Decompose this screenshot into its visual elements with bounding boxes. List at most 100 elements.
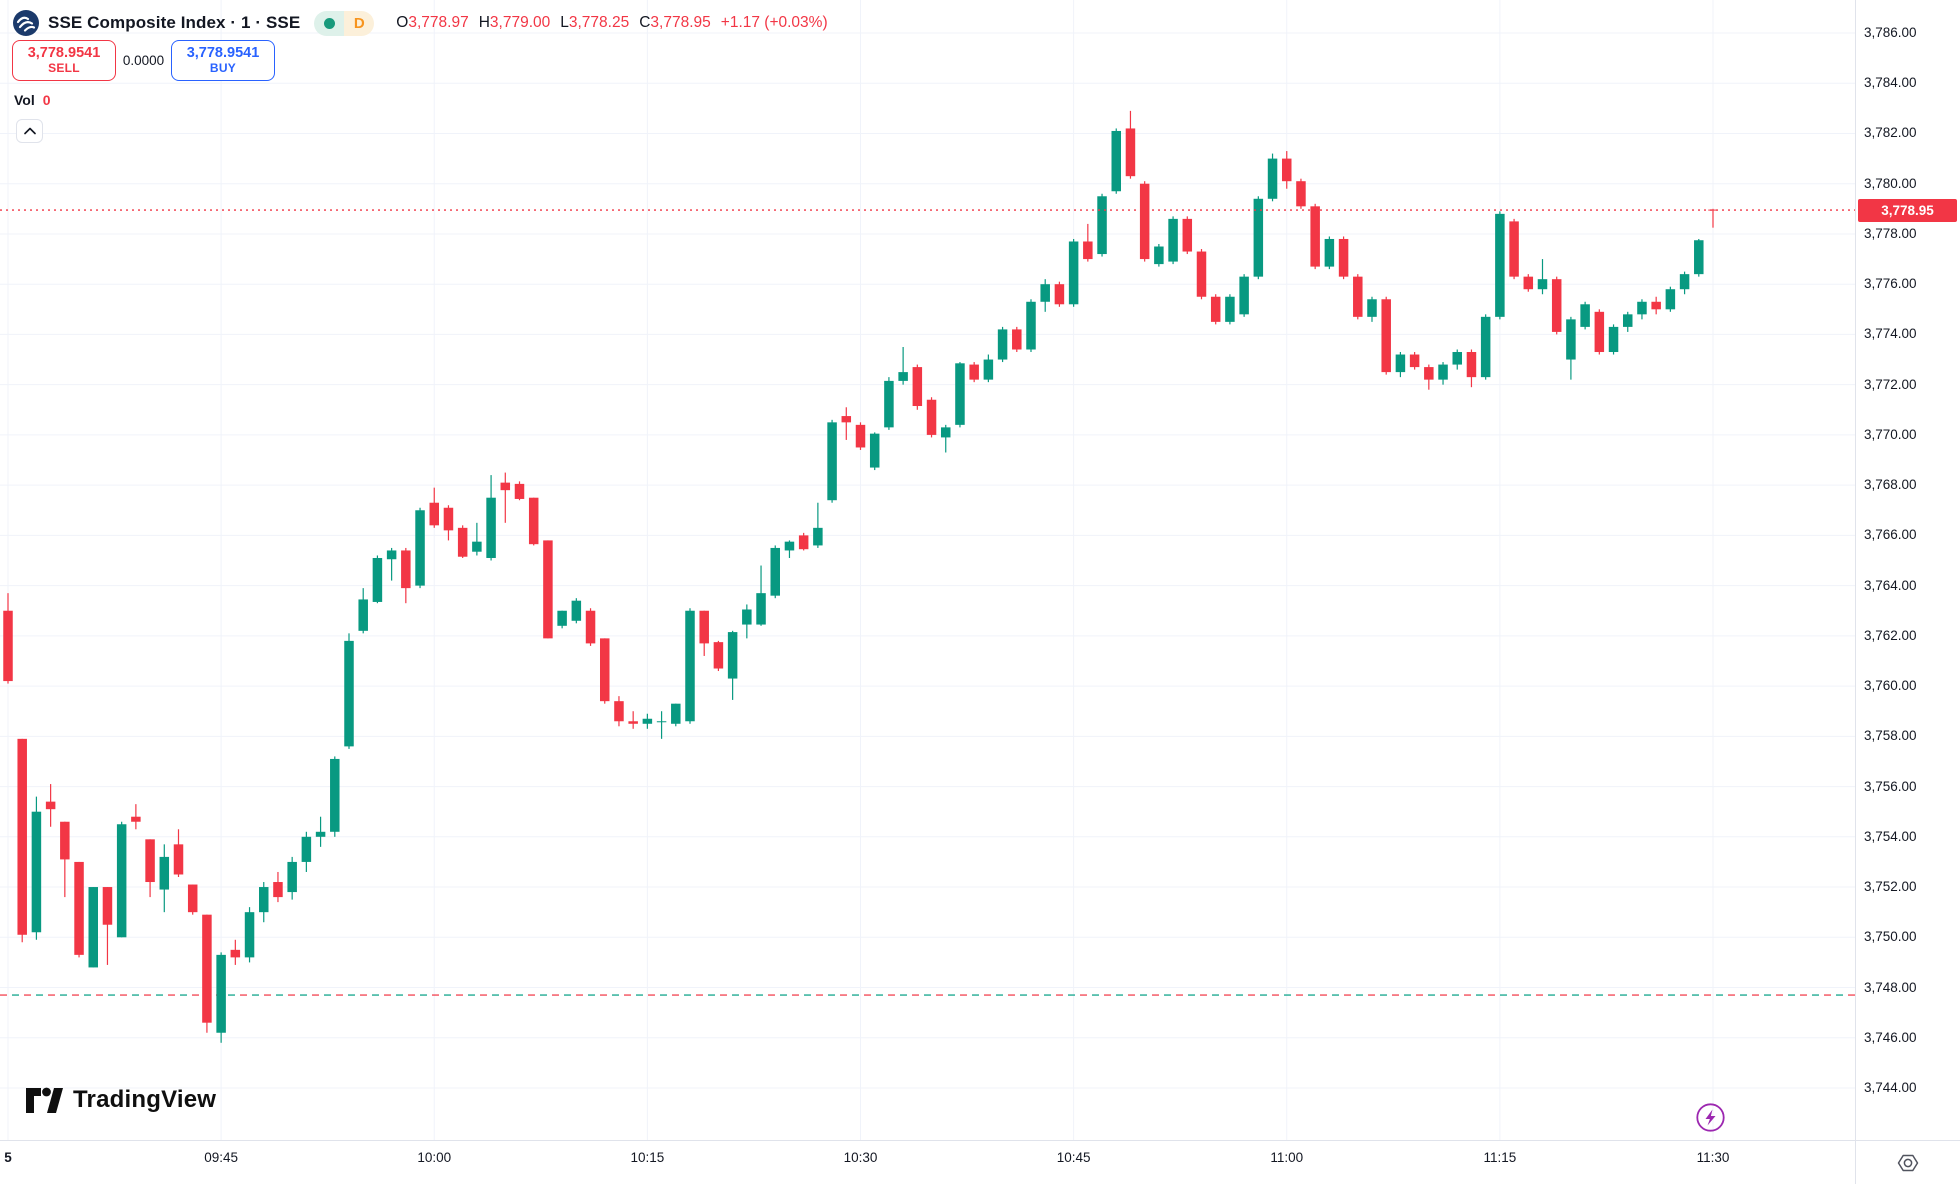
candle bbox=[813, 527, 823, 546]
candle bbox=[1409, 354, 1420, 368]
price-axis-label: 3,752.00 bbox=[1864, 879, 1917, 895]
price-axis-label: 3,786.00 bbox=[1864, 25, 1917, 40]
price-axis-label: 3,766.00 bbox=[1864, 527, 1917, 543]
symbol-status-interval[interactable]: D bbox=[314, 10, 375, 36]
candle bbox=[1438, 364, 1448, 380]
candle bbox=[926, 399, 937, 435]
candle bbox=[1424, 367, 1434, 380]
high-value: 3,779.00 bbox=[489, 14, 551, 31]
candle bbox=[401, 550, 411, 589]
price-axis-label: 3,748.00 bbox=[1864, 979, 1917, 995]
candle bbox=[969, 364, 979, 380]
time-axis-label: 5 bbox=[4, 1150, 12, 1165]
sse-exchange-logo-icon bbox=[13, 10, 39, 36]
candle bbox=[216, 954, 226, 1033]
interval-badge[interactable]: D bbox=[344, 10, 375, 36]
time-axis[interactable]: 5 09:45 10:00 10:15 10:30 10:45 11:00 11:15 11:3… bbox=[0, 1140, 1960, 1184]
price-axis-label: 3,754.00 bbox=[1864, 828, 1917, 844]
candle bbox=[1083, 241, 1093, 260]
candle bbox=[827, 422, 837, 501]
candle bbox=[1580, 304, 1590, 327]
candle bbox=[784, 541, 795, 551]
candle bbox=[230, 949, 241, 958]
open-value: 3,778.97 bbox=[408, 14, 469, 31]
price-axis-label: 3,784.00 bbox=[1864, 75, 1917, 91]
candle bbox=[1267, 158, 1278, 199]
price-axis-label: 3,756.00 bbox=[1864, 778, 1917, 794]
candle bbox=[1281, 158, 1292, 182]
candle bbox=[1694, 240, 1704, 275]
candle bbox=[884, 380, 894, 428]
candle bbox=[31, 811, 42, 933]
candle bbox=[60, 821, 70, 860]
candle bbox=[372, 557, 383, 602]
price-axis-label: 3,772.00 bbox=[1864, 376, 1917, 392]
candle bbox=[1040, 284, 1050, 302]
candlestick-chart[interactable] bbox=[0, 0, 1855, 1140]
candle bbox=[486, 497, 496, 558]
time-axis-label: 11:00 bbox=[1270, 1150, 1304, 1165]
candle bbox=[131, 816, 141, 822]
candle bbox=[1012, 329, 1022, 350]
candle bbox=[187, 884, 198, 913]
time-axis-label: 11:30 bbox=[1696, 1150, 1730, 1165]
ohlc-readout: O3,778.97 H3,779.00 L3,778.25 C3,778.95 … bbox=[396, 14, 827, 32]
candle bbox=[1381, 299, 1391, 373]
price-axis-label: 3,758.00 bbox=[1864, 728, 1917, 744]
candle bbox=[330, 758, 340, 832]
tradingview-brand-link[interactable]: TradingView bbox=[26, 1086, 216, 1114]
candle bbox=[1651, 301, 1661, 310]
candle bbox=[202, 914, 212, 1023]
symbol-title[interactable]: SSE Composite Index · 1 · SSE bbox=[48, 13, 301, 32]
candle bbox=[443, 507, 454, 531]
candle bbox=[1296, 181, 1306, 207]
candle bbox=[1679, 274, 1690, 290]
candle bbox=[472, 541, 482, 552]
candle bbox=[1509, 221, 1519, 277]
candle bbox=[159, 856, 170, 890]
candle bbox=[756, 593, 766, 625]
candle bbox=[3, 610, 13, 682]
buy-price: 3,778.9541 bbox=[186, 45, 260, 62]
candle bbox=[1637, 301, 1647, 315]
price-axis-label: 3,746.00 bbox=[1864, 1029, 1917, 1045]
lightning-button[interactable] bbox=[1694, 1101, 1727, 1134]
candle bbox=[614, 701, 624, 722]
time-axis-label: 09:45 bbox=[204, 1150, 239, 1165]
price-axis-label: 3,776.00 bbox=[1864, 276, 1917, 292]
price-axis-label: 3,760.00 bbox=[1864, 678, 1917, 694]
buy-label: BUY bbox=[209, 60, 237, 75]
candle bbox=[45, 801, 56, 810]
candle bbox=[770, 547, 780, 596]
candle bbox=[415, 510, 425, 586]
price-axis-label: 3,770.00 bbox=[1864, 426, 1917, 442]
candle bbox=[1168, 218, 1178, 262]
candle bbox=[1026, 301, 1036, 350]
candle bbox=[1452, 352, 1462, 365]
buy-button[interactable]: 3,778.9541 BUY bbox=[171, 40, 275, 81]
price-axis-label: 3,762.00 bbox=[1864, 627, 1917, 643]
price-axis-label: 3,782.00 bbox=[1864, 125, 1917, 141]
candle bbox=[628, 721, 638, 724]
price-axis-label: 3,780.00 bbox=[1864, 175, 1917, 191]
candle bbox=[258, 887, 269, 913]
price-axis-label: 3,764.00 bbox=[1864, 577, 1917, 593]
candle bbox=[1466, 352, 1477, 378]
candle bbox=[1154, 246, 1164, 265]
settings-icon[interactable] bbox=[1896, 1151, 1920, 1175]
candle bbox=[1594, 311, 1605, 353]
price-axis[interactable]: 3,786.00 3,784.00 3,782.00 3,780.00 3,778.00… bbox=[1855, 0, 1960, 1140]
price-axis-label: 3,774.00 bbox=[1864, 326, 1917, 342]
collapse-panel-button[interactable] bbox=[16, 119, 43, 143]
candle bbox=[1537, 279, 1548, 290]
candle bbox=[1253, 198, 1264, 277]
candle bbox=[17, 738, 27, 935]
symbol-header: SSE Composite Index · 1 · SSE D O3,778.9… bbox=[12, 8, 828, 38]
price-axis-label: 3,750.00 bbox=[1864, 929, 1917, 945]
candle bbox=[955, 363, 965, 425]
close-key: C bbox=[639, 14, 651, 31]
sell-button[interactable]: 3,778.9541 SELL bbox=[12, 40, 116, 81]
candle bbox=[500, 482, 511, 491]
candle bbox=[145, 839, 155, 883]
